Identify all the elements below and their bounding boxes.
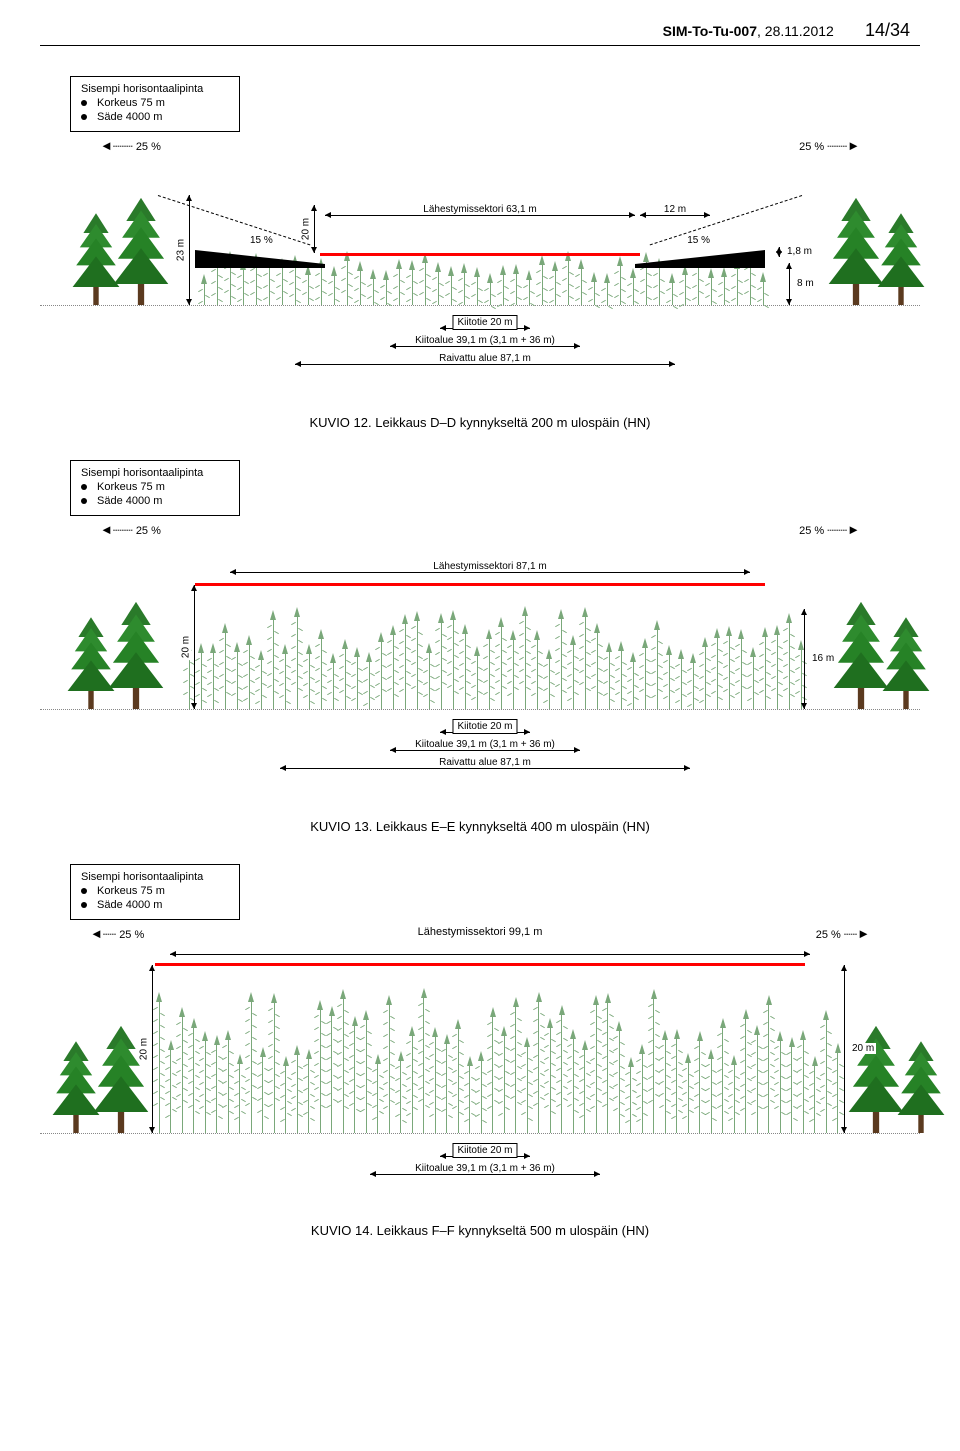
info-r2c: Säde 4000 m <box>97 899 162 911</box>
doc-sep: , <box>757 23 765 39</box>
info-box-2: Sisempi horisontaalipinta Korkeus 75 m S… <box>70 460 240 516</box>
page: SIM-To-Tu-007, 28.11.2012 14/34 Sisempi … <box>0 0 960 1308</box>
pct-r2: 25 % <box>799 525 824 537</box>
caption-2: KUVIO 13. Leikkaus E–E kynnykseltä 400 m… <box>40 819 920 834</box>
doc-code: SIM-To-Tu-007 <box>663 23 757 39</box>
doc-header: SIM-To-Tu-007, 28.11.2012 14/34 <box>40 20 920 41</box>
info-r1c: Korkeus 75 m <box>97 885 165 897</box>
info-r1b: Korkeus 75 m <box>97 481 165 493</box>
diagram-1: 15 %15 %Lähestymissektori 63,1 m12 m23 m… <box>40 155 920 385</box>
caption-3: KUVIO 14. Leikkaus F–F kynnykseltä 500 m… <box>40 1223 920 1238</box>
pct-r3: 25 % <box>816 929 841 941</box>
doc-page: 14/34 <box>865 20 910 40</box>
horizon-bar-2: ◄┄┄┄ 25 % 25 % ┄┄┄► <box>40 522 920 537</box>
info-r2b: Säde 4000 m <box>97 495 162 507</box>
info-r1: Korkeus 75 m <box>97 97 165 109</box>
caption-1: KUVIO 12. Leikkaus D–D kynnykseltä 200 m… <box>40 415 920 430</box>
info-title: Sisempi horisontaalipinta <box>81 83 229 95</box>
pct-l1: 25 % <box>136 141 161 153</box>
horizon-bar-3: ◄┄┄ 25 % Lähestymissektori 99,1 m 25 % ┄… <box>40 926 920 941</box>
pct-r1: 25 % <box>799 141 824 153</box>
info-title2: Sisempi horisontaalipinta <box>81 467 229 479</box>
diagram-2: Lähestymissektori 87,1 m20 m16 mKiitotie… <box>40 539 920 789</box>
pct-l3: 25 % <box>119 929 144 941</box>
info-title3: Sisempi horisontaalipinta <box>81 871 229 883</box>
pct-l2: 25 % <box>136 525 161 537</box>
diagram-3: 20 m20 mKiitotie 20 mKiitoalue 39,1 m (3… <box>40 943 920 1193</box>
header-rule <box>40 45 920 46</box>
info-box-1: Sisempi horisontaalipinta Korkeus 75 m S… <box>70 76 240 132</box>
info-r2: Säde 4000 m <box>97 111 162 123</box>
horizon-bar-1: ◄┄┄┄ 25 % 25 % ┄┄┄► <box>40 138 920 153</box>
doc-date: 28.11.2012 <box>765 23 834 39</box>
info-box-3: Sisempi horisontaalipinta Korkeus 75 m S… <box>70 864 240 920</box>
sector3-top: Lähestymissektori 99,1 m <box>418 926 543 938</box>
